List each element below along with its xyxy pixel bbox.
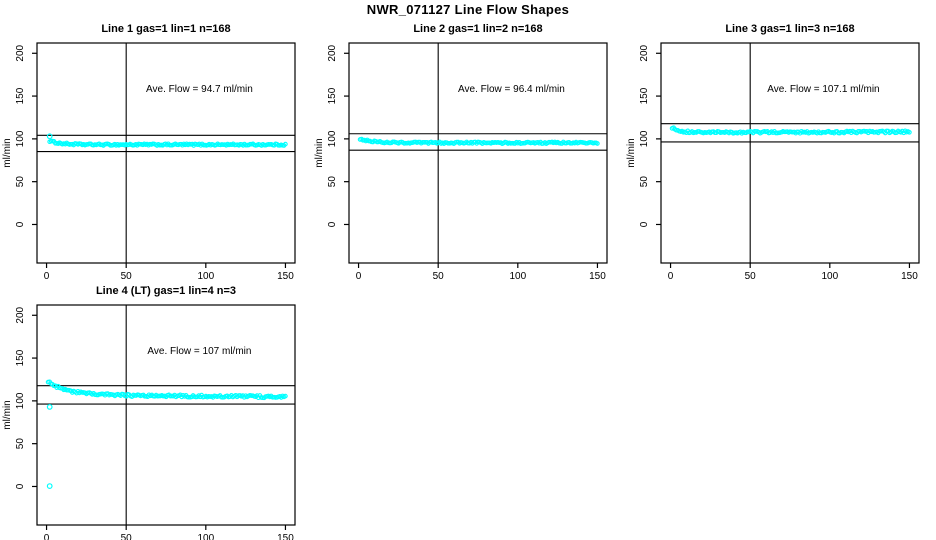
panel-svg-2: Line 2 gas=1 lin=2 n=168 0 50 100 150 200 ml/m… (314, 23, 608, 282)
y-tick-label: 200 (15, 306, 26, 323)
panel-line-1: Line 1 gas=1 lin=1 n=168 0 50 100 150 200 ml/m… (0, 18, 312, 282)
ave-flow-annotation: Ave. Flow = 96.4 ml/min (458, 84, 565, 95)
y-axis-label: ml/min (2, 138, 13, 167)
x-axis: 0 50 100 150 (44, 263, 294, 282)
plot-frame (36, 304, 296, 526)
ave-flow-annotation: Ave. Flow = 107.1 ml/min (767, 84, 879, 95)
figure-title: NWR_071127 Line Flow Shapes (366, 2, 570, 17)
x-tick-label: 0 (668, 271, 674, 280)
ave-flow-annotation: Ave. Flow = 94.7 ml/min (146, 84, 253, 95)
y-tick-label: 0 (15, 483, 26, 489)
x-axis: 0 50 100 150 (44, 525, 294, 540)
x-tick-label: 50 (121, 271, 133, 280)
y-tick-label: 150 (15, 349, 26, 366)
data-point (907, 129, 912, 135)
y-tick-label: 50 (639, 176, 650, 188)
plot-frame (348, 42, 608, 264)
panel-line-3: Line 3 gas=1 lin=3 n=168 0 50 100 150 200 ml/m… (624, 18, 936, 282)
y-axis-label: ml/min (2, 400, 13, 429)
x-tick-label: 100 (197, 271, 214, 280)
data-point (283, 141, 288, 147)
panel-svg-1: Line 1 gas=1 lin=1 n=168 0 50 100 150 200 ml/m… (2, 23, 296, 282)
x-tick-label: 150 (901, 271, 918, 280)
x-tick-label: 100 (509, 271, 526, 280)
x-tick-label: 0 (44, 533, 50, 540)
ave-flow-annotation: Ave. Flow = 107 ml/min (147, 346, 251, 357)
y-tick-label: 200 (639, 44, 650, 61)
y-tick-label: 150 (327, 87, 338, 104)
x-axis: 0 50 100 150 (356, 263, 606, 282)
y-axis: 0 50 100 150 200 ml/min (314, 44, 349, 227)
y-axis: 0 50 100 150 200 ml/min (626, 44, 661, 227)
x-tick-label: 50 (745, 271, 757, 280)
panel-line-2: Line 2 gas=1 lin=2 n=168 0 50 100 150 200 ml/m… (312, 18, 624, 282)
data-point (595, 141, 600, 146)
x-tick-label: 100 (197, 533, 214, 540)
x-tick-label: 100 (821, 271, 838, 280)
y-tick-label: 150 (15, 87, 26, 104)
y-tick-label: 100 (639, 130, 650, 147)
y-tick-label: 0 (327, 221, 338, 227)
data-points (669, 125, 912, 136)
x-tick-label: 50 (433, 271, 445, 280)
panel-title: Line 3 gas=1 lin=3 n=168 (725, 23, 854, 35)
panel-title: Line 2 gas=1 lin=2 n=168 (413, 23, 542, 35)
plot-frame (36, 42, 296, 264)
y-axis: 0 50 100 150 200 ml/min (2, 306, 37, 489)
y-tick-label: 100 (15, 392, 26, 409)
outlier-point (46, 133, 53, 140)
x-tick-label: 50 (121, 533, 133, 540)
x-tick-label: 150 (589, 271, 606, 280)
y-axis-label: ml/min (626, 138, 637, 167)
outlier-point (46, 483, 53, 490)
outlier-point (46, 403, 53, 410)
y-tick-label: 50 (15, 438, 26, 450)
x-tick-label: 150 (277, 271, 294, 280)
y-axis-label: ml/min (314, 138, 325, 167)
panel-svg-3: Line 3 gas=1 lin=3 n=168 0 50 100 150 200 ml/m… (626, 23, 920, 282)
plot-frame (660, 42, 920, 264)
y-axis: 0 50 100 150 200 ml/min (2, 44, 37, 227)
x-tick-label: 0 (356, 271, 362, 280)
y-tick-label: 50 (327, 176, 338, 188)
y-tick-label: 0 (15, 221, 26, 227)
x-axis: 0 50 100 150 (668, 263, 918, 282)
panel-title: Line 4 (LT) gas=1 lin=4 n=3 (96, 285, 236, 297)
y-tick-label: 50 (15, 176, 26, 188)
x-tick-label: 0 (44, 271, 50, 280)
data-point (283, 393, 288, 399)
data-points (357, 136, 600, 147)
y-tick-label: 150 (639, 87, 650, 104)
x-tick-label: 150 (277, 533, 294, 540)
y-tick-label: 100 (15, 130, 26, 147)
y-tick-label: 100 (327, 130, 338, 147)
panel-svg-4: Line 4 (LT) gas=1 lin=4 n=3 0 50 100 150 200 m… (2, 285, 296, 540)
y-tick-label: 200 (327, 44, 338, 61)
data-points (46, 133, 288, 148)
panel-line-4: Line 4 (LT) gas=1 lin=4 n=3 0 50 100 150 200 m… (0, 280, 312, 540)
data-points (45, 379, 288, 490)
y-tick-label: 200 (15, 44, 26, 61)
y-tick-label: 0 (639, 221, 650, 227)
panel-title: Line 1 gas=1 lin=1 n=168 (101, 23, 230, 35)
